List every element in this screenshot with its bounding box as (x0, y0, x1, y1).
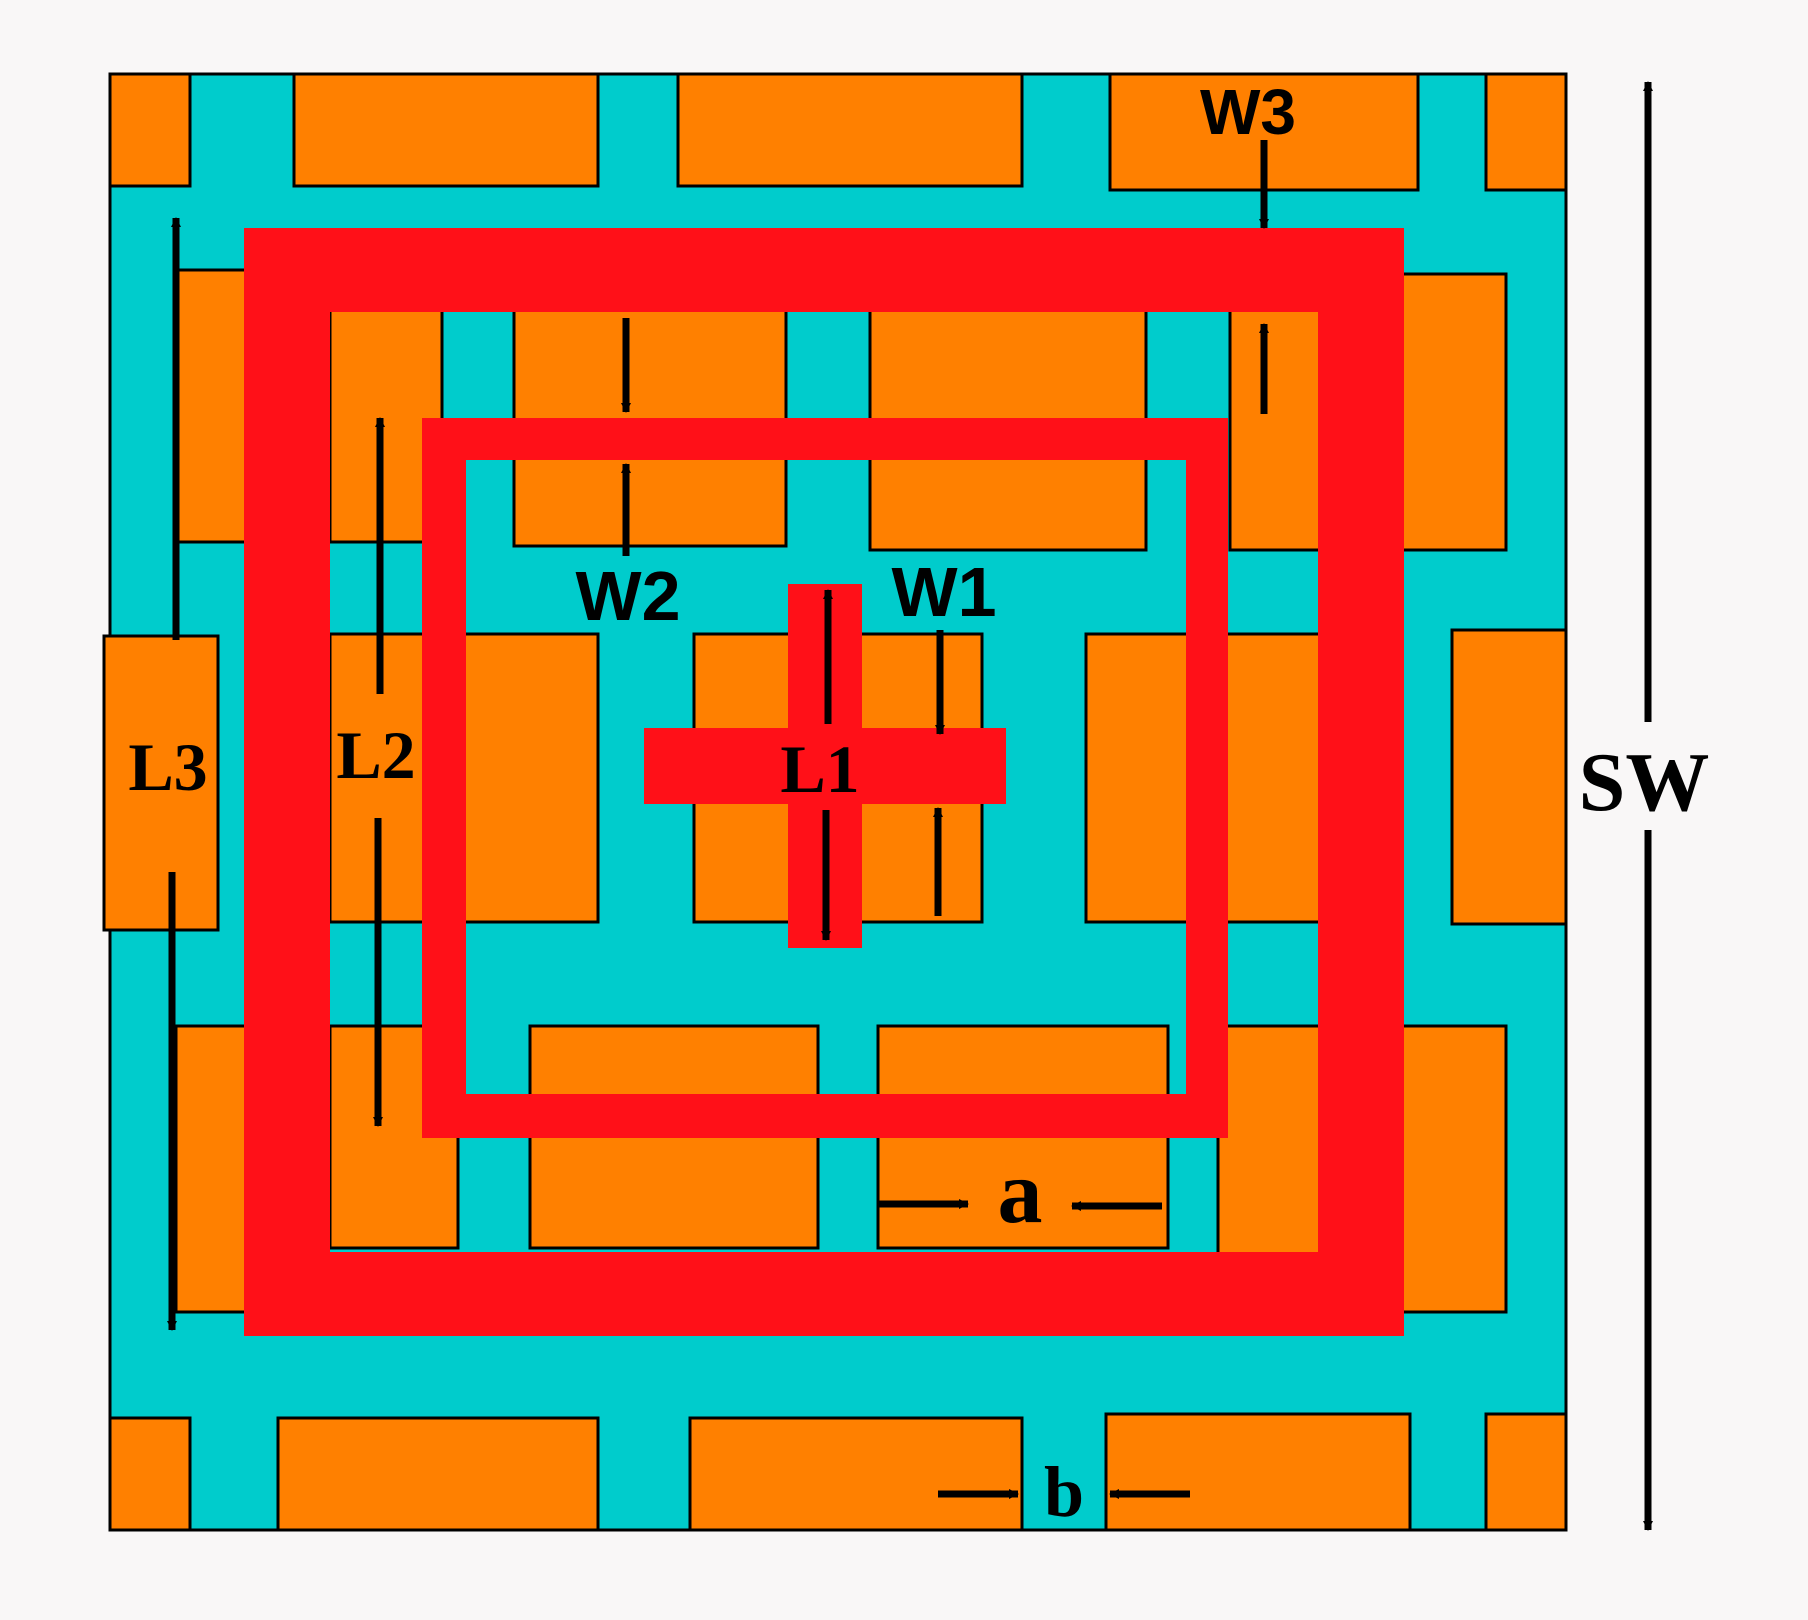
label-sw: SW (1579, 736, 1710, 829)
label-a: a (998, 1143, 1043, 1242)
patch (292, 72, 600, 188)
label-b: b (1044, 1452, 1084, 1532)
patch (108, 1416, 192, 1532)
patch (276, 1416, 600, 1532)
patch (174, 268, 252, 544)
patch (688, 1416, 1024, 1532)
patch (1104, 1412, 1412, 1532)
patch (676, 72, 1024, 188)
label-w1: W1 (892, 553, 997, 631)
patch (102, 634, 220, 932)
label-l2: L2 (336, 717, 415, 793)
patch (1450, 628, 1568, 926)
patch (1484, 1412, 1568, 1532)
center-cross (644, 584, 1006, 948)
cross-horizontal-bar (644, 728, 1006, 804)
label-l3: L3 (128, 729, 207, 805)
patch (108, 72, 192, 188)
patch (1484, 72, 1568, 192)
label-w3: W3 (1200, 76, 1296, 148)
label-w2: W2 (576, 557, 681, 635)
patch (174, 1024, 252, 1314)
label-l1: L1 (780, 731, 859, 807)
